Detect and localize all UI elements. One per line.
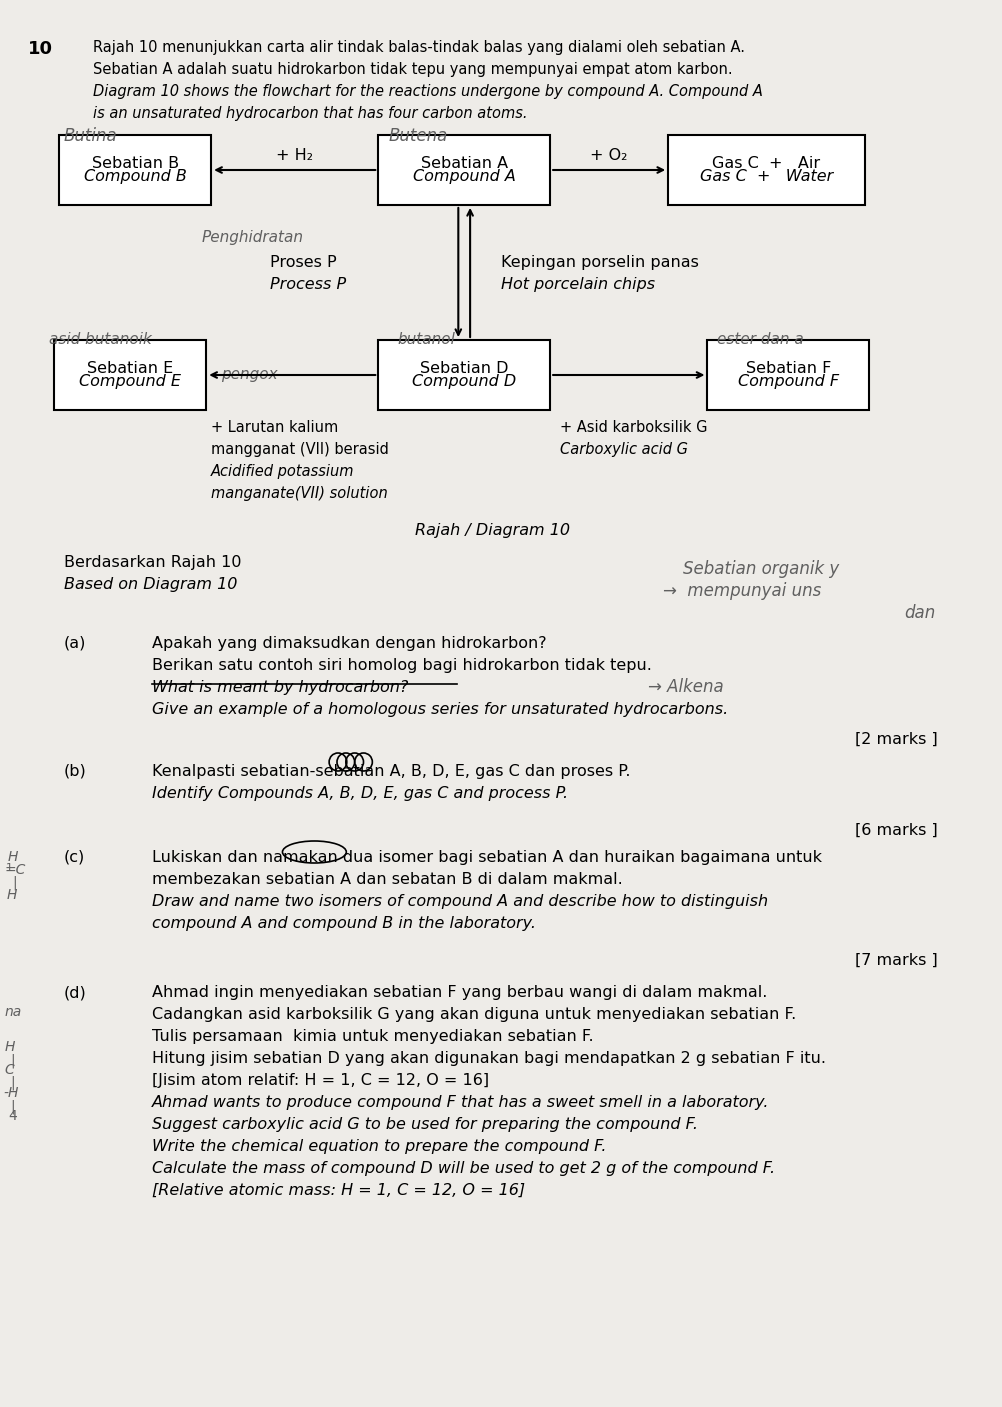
- Text: Ahmad ingin menyediakan sebatian F yang berbau wangi di dalam makmal.: Ahmad ingin menyediakan sebatian F yang …: [152, 985, 768, 1000]
- Text: [7 marks ]: [7 marks ]: [855, 953, 938, 968]
- Text: + H₂: + H₂: [277, 149, 314, 163]
- Text: Proses P: Proses P: [271, 255, 337, 270]
- Text: → Alkena: → Alkena: [648, 678, 724, 696]
- Text: Butina: Butina: [64, 127, 117, 145]
- Text: pengox: pengox: [221, 367, 278, 381]
- Text: Sebatian B: Sebatian B: [91, 156, 178, 172]
- Text: mangganat (VII) berasid: mangganat (VII) berasid: [211, 442, 389, 457]
- Text: Gas C  +   Water: Gas C + Water: [699, 169, 833, 184]
- Text: |: |: [10, 1052, 14, 1068]
- Text: =C: =C: [5, 862, 26, 877]
- Text: Lukiskan dan namakan dua isomer bagi sebatian A dan huraikan bagaimana untuk: Lukiskan dan namakan dua isomer bagi seb…: [152, 850, 823, 865]
- Text: (b): (b): [64, 764, 86, 779]
- Text: + Larutan kalium: + Larutan kalium: [211, 421, 339, 435]
- Text: Sebatian F: Sebatian F: [745, 362, 831, 376]
- Text: Compound B: Compound B: [83, 169, 186, 184]
- Text: Berdasarkan Rajah 10: Berdasarkan Rajah 10: [64, 554, 241, 570]
- Text: [2 marks ]: [2 marks ]: [855, 732, 938, 747]
- Bar: [707, 340, 870, 409]
- Text: 1: 1: [6, 862, 13, 872]
- Text: H: H: [7, 888, 17, 902]
- Text: asid butanoik: asid butanoik: [49, 332, 152, 348]
- Text: Apakah yang dimaksudkan dengan hidrokarbon?: Apakah yang dimaksudkan dengan hidrokarb…: [152, 636, 547, 651]
- Text: Process P: Process P: [271, 277, 347, 293]
- Text: |: |: [10, 1099, 14, 1113]
- Text: butanol: butanol: [398, 332, 456, 348]
- Text: membezakan sebatian A dan sebatan B di dalam makmal.: membezakan sebatian A dan sebatan B di d…: [152, 872, 623, 886]
- Text: Butena: Butena: [388, 127, 448, 145]
- Text: Suggest carboxylic acid G to be used for preparing the compound F.: Suggest carboxylic acid G to be used for…: [152, 1117, 698, 1133]
- Text: What is meant by hydrocarbon?: What is meant by hydrocarbon?: [152, 680, 409, 695]
- Bar: [668, 135, 865, 205]
- Text: dan: dan: [904, 604, 935, 622]
- Text: Write the chemical equation to prepare the compound F.: Write the chemical equation to prepare t…: [152, 1140, 607, 1154]
- Text: 4: 4: [8, 1109, 17, 1123]
- Text: na: na: [5, 1005, 22, 1019]
- Text: Penghidratan: Penghidratan: [201, 229, 304, 245]
- Text: Cadangkan asid karboksilik G yang akan diguna untuk menyediakan sebatian F.: Cadangkan asid karboksilik G yang akan d…: [152, 1007, 797, 1021]
- Text: Draw and name two isomers of compound A and describe how to distinguish: Draw and name two isomers of compound A …: [152, 893, 769, 909]
- Text: Berikan satu contoh siri homolog bagi hidrokarbon tidak tepu.: Berikan satu contoh siri homolog bagi hi…: [152, 658, 652, 673]
- Text: Compound D: Compound D: [412, 374, 516, 388]
- Text: Compound E: Compound E: [79, 374, 181, 388]
- Text: Rajah 10 menunjukkan carta alir tindak balas-tindak balas yang dialami oleh seba: Rajah 10 menunjukkan carta alir tindak b…: [93, 39, 745, 55]
- Text: Kenalpasti sebatian-sebatian A, B, D, E, gas C dan proses P.: Kenalpasti sebatian-sebatian A, B, D, E,…: [152, 764, 631, 779]
- Text: C: C: [5, 1064, 15, 1076]
- Text: Gas C  +   Air: Gas C + Air: [712, 156, 821, 172]
- Text: [6 marks ]: [6 marks ]: [855, 823, 938, 839]
- Text: + Asid karboksilik G: + Asid karboksilik G: [560, 421, 707, 435]
- Text: Sebatian E: Sebatian E: [87, 362, 173, 376]
- Text: H: H: [5, 1040, 15, 1054]
- Text: Hot porcelain chips: Hot porcelain chips: [501, 277, 655, 293]
- Text: compound A and compound B in the laboratory.: compound A and compound B in the laborat…: [152, 916, 536, 931]
- Text: manganate(VII) solution: manganate(VII) solution: [211, 485, 388, 501]
- Bar: [54, 340, 206, 409]
- Text: →  mempunyai uns: → mempunyai uns: [663, 582, 822, 599]
- Text: Acidified potassium: Acidified potassium: [211, 464, 355, 478]
- Text: Compound F: Compound F: [737, 374, 839, 388]
- Text: Compound A: Compound A: [413, 169, 516, 184]
- Text: Diagram 10 shows the flowchart for the reactions undergone by compound A. Compou: Diagram 10 shows the flowchart for the r…: [93, 84, 764, 98]
- Text: (c): (c): [64, 850, 85, 865]
- Text: 10: 10: [27, 39, 52, 58]
- Text: Sebatian A: Sebatian A: [421, 156, 508, 172]
- Text: is an unsaturated hydrocarbon that has four carbon atoms.: is an unsaturated hydrocarbon that has f…: [93, 106, 528, 121]
- Text: ester dan a: ester dan a: [717, 332, 804, 348]
- Text: Carboxylic acid G: Carboxylic acid G: [560, 442, 688, 457]
- Text: Ahmad wants to produce compound F that has a sweet smell in a laboratory.: Ahmad wants to produce compound F that h…: [152, 1095, 770, 1110]
- Text: Based on Diagram 10: Based on Diagram 10: [64, 577, 237, 592]
- Text: [Jisim atom relatif: H = 1, C = 12, O = 16]: [Jisim atom relatif: H = 1, C = 12, O = …: [152, 1074, 489, 1088]
- Text: -H: -H: [3, 1086, 18, 1100]
- Text: Kepingan porselin panas: Kepingan porselin panas: [501, 255, 699, 270]
- Bar: [59, 135, 211, 205]
- Text: Identify Compounds A, B, D, E, gas C and process P.: Identify Compounds A, B, D, E, gas C and…: [152, 787, 568, 801]
- Text: Calculate the mass of compound D will be used to get 2 g of the compound F.: Calculate the mass of compound D will be…: [152, 1161, 776, 1176]
- Text: (d): (d): [64, 985, 86, 1000]
- Text: Sebatian D: Sebatian D: [420, 362, 508, 376]
- Text: [Relative atomic mass: H = 1, C = 12, O = 16]: [Relative atomic mass: H = 1, C = 12, O …: [152, 1183, 525, 1197]
- Text: + O₂: + O₂: [590, 149, 628, 163]
- Text: (a): (a): [64, 636, 86, 651]
- Text: |: |: [10, 1076, 14, 1090]
- Text: Give an example of a homologous series for unsaturated hydrocarbons.: Give an example of a homologous series f…: [152, 702, 728, 718]
- Bar: [378, 340, 550, 409]
- Text: H: H: [8, 850, 18, 864]
- Text: Sebatian A adalah suatu hidrokarbon tidak tepu yang mempunyai empat atom karbon.: Sebatian A adalah suatu hidrokarbon tida…: [93, 62, 732, 77]
- Text: Tulis persamaan  kimia untuk menyediakan sebatian F.: Tulis persamaan kimia untuk menyediakan …: [152, 1029, 594, 1044]
- Text: Hitung jisim sebatian D yang akan digunakan bagi mendapatkan 2 g sebatian F itu.: Hitung jisim sebatian D yang akan diguna…: [152, 1051, 827, 1067]
- Bar: [378, 135, 550, 205]
- Text: |: |: [12, 877, 16, 891]
- Text: Sebatian organik y: Sebatian organik y: [682, 560, 839, 578]
- Text: Rajah / Diagram 10: Rajah / Diagram 10: [415, 523, 570, 537]
